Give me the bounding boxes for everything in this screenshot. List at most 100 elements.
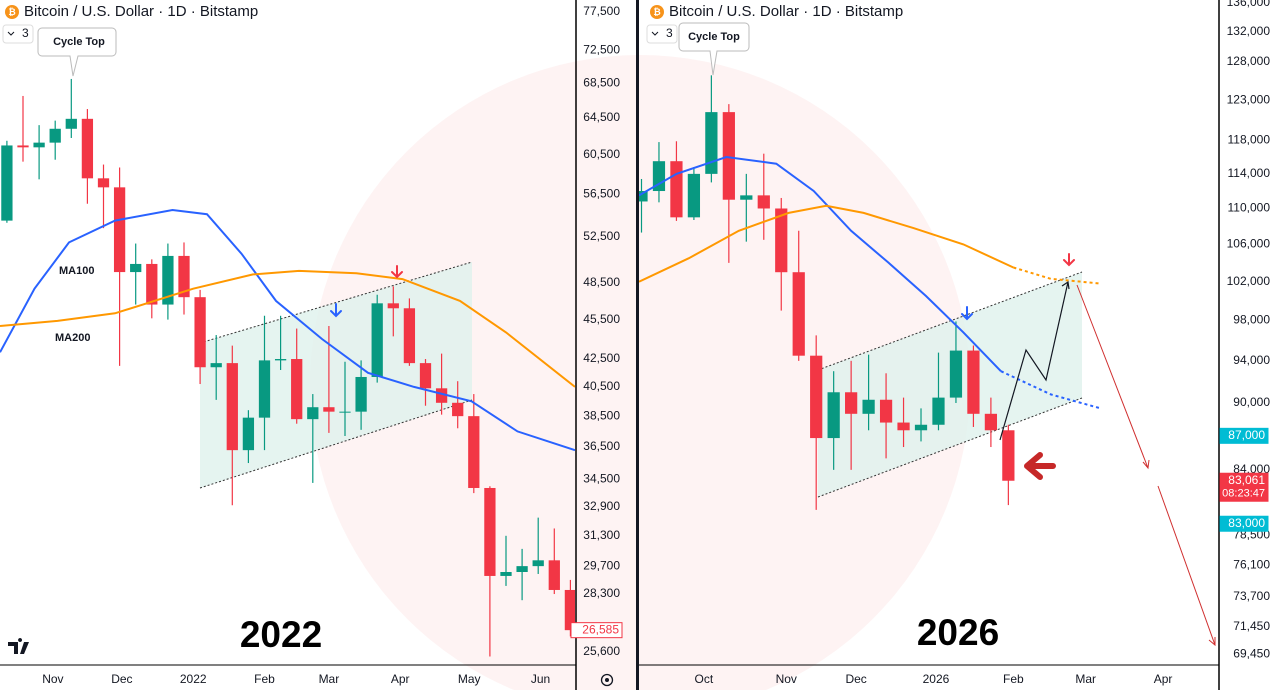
y-tick-label: 29,700	[583, 558, 620, 572]
x-tick-label: Feb	[254, 672, 275, 686]
candle-body	[339, 411, 351, 413]
candle-body	[194, 297, 206, 368]
y-tick-label: 114,000	[1228, 166, 1271, 180]
candle-body	[1, 145, 13, 221]
btc-icon-glyph: ₿	[653, 7, 660, 17]
x-tick-label: 2026	[923, 672, 950, 686]
channel-bottom	[817, 397, 1083, 498]
candle-body	[162, 255, 174, 305]
x-tick-label: Oct	[695, 672, 714, 686]
settings-icon[interactable]	[600, 673, 614, 687]
btc-icon	[650, 5, 664, 19]
settings-icon-dot	[605, 678, 609, 682]
y-tick-label: 48,500	[583, 275, 620, 289]
y-tick-label: 42,500	[583, 351, 620, 365]
candle-body	[258, 360, 271, 418]
candle-body	[967, 350, 980, 414]
x-tick-label: Dec	[845, 672, 866, 686]
callout-box	[678, 22, 750, 76]
y-tick-label: 94,000	[1233, 353, 1270, 367]
y-tick-label: 84,000	[1233, 462, 1270, 476]
panel-right	[639, 75, 1101, 510]
candle-body	[323, 407, 335, 412]
candle-body	[722, 112, 735, 200]
price-tag-label: 83,000	[1228, 516, 1265, 530]
channel-top	[817, 271, 1083, 371]
candle-body	[484, 487, 496, 576]
candle-body	[435, 388, 448, 403]
projection-path	[999, 280, 1070, 441]
ma-line	[0, 269, 575, 388]
price-tag	[570, 622, 623, 639]
panel-left	[0, 78, 575, 657]
x-tick-label: Dec	[111, 672, 132, 686]
y-tick-label: 56,500	[583, 187, 620, 201]
candle-body	[639, 191, 648, 202]
x-tick-label: Feb	[1003, 672, 1024, 686]
price-tag-label: 26,585	[582, 622, 619, 636]
candle-body	[845, 392, 858, 414]
candle-body	[291, 359, 303, 420]
candle-body	[516, 566, 528, 572]
y-tick-label: 90,000	[1233, 395, 1270, 409]
y-tick-label: 38,500	[583, 408, 620, 422]
candle-body	[49, 128, 61, 143]
candle-body	[387, 303, 399, 309]
price-tag-label: 87,000	[1228, 428, 1265, 442]
year-label: 2026	[917, 612, 999, 653]
badge-count: 3	[22, 26, 29, 40]
collapse-badge[interactable]	[646, 24, 678, 44]
title: Bitcoin / U.S. Dollar · 1D · Bitstamp	[669, 3, 903, 20]
y-tick-label: 136,000	[1227, 0, 1271, 9]
ma-line	[1013, 266, 1101, 285]
candle-body	[97, 178, 110, 188]
y-tick-label: 123,000	[1227, 92, 1271, 106]
y-tick-label: 72,500	[583, 43, 620, 57]
callout-box	[37, 27, 117, 77]
ma-line	[0, 208, 575, 452]
countdown: 08:23:47	[1222, 488, 1265, 500]
candle-body	[564, 589, 575, 631]
candle-body	[33, 142, 45, 148]
candle-body	[210, 363, 222, 368]
x-tick-label: Mar	[319, 672, 340, 686]
candle-body	[500, 571, 512, 576]
panel-separator	[636, 0, 639, 690]
callout-text: Cycle Top	[688, 31, 740, 43]
candle-body	[371, 303, 383, 377]
y-tick-label: 36,500	[583, 439, 620, 453]
btc-icon	[5, 5, 19, 19]
ma-label: MA100	[59, 265, 94, 277]
ma-label: MA200	[55, 332, 90, 344]
candle-body	[452, 402, 464, 417]
candle-body	[827, 392, 840, 439]
y-tick-label: 128,000	[1227, 54, 1271, 68]
y-tick-label: 102,000	[1227, 274, 1271, 288]
y-tick-label: 76,100	[1233, 558, 1270, 572]
y-tick-label: 52,500	[583, 229, 620, 243]
candle-body	[914, 424, 928, 431]
y-tick-label: 110,000	[1228, 201, 1271, 215]
x-tick-label: 2022	[180, 672, 207, 686]
candle-body	[932, 397, 945, 425]
candle-body	[532, 560, 544, 567]
y-tick-label: 34,500	[583, 472, 620, 486]
candle-body	[757, 195, 770, 209]
y-tick-label: 106,000	[1227, 237, 1271, 251]
candle-body	[130, 263, 142, 273]
candle-body	[178, 255, 190, 298]
candle-body	[810, 355, 823, 439]
candle-body	[897, 422, 910, 431]
y-tick-label: 77,500	[583, 4, 620, 18]
x-tick-label: Nov	[776, 672, 797, 686]
price-tag	[1219, 472, 1269, 502]
candle-body	[81, 118, 94, 179]
candle-body	[355, 376, 367, 412]
price-tag	[1219, 427, 1269, 444]
ma-line	[639, 204, 1014, 283]
price-tag-label: 83,061	[1228, 473, 1265, 487]
y-tick-label: 40,500	[583, 379, 620, 393]
candle-body	[226, 363, 238, 451]
collapse-badge[interactable]	[2, 24, 34, 44]
